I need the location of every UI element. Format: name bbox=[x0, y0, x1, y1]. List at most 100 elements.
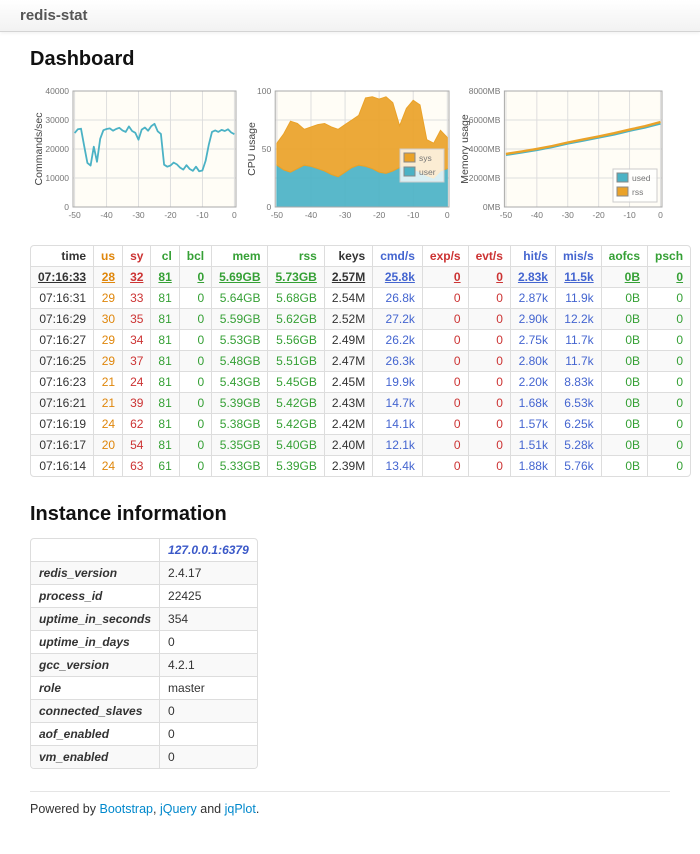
footer-link-jqplot[interactable]: jqPlot bbox=[224, 802, 256, 816]
stats-cell: 2.57M bbox=[323, 266, 373, 287]
stats-cell: 0 bbox=[178, 371, 212, 392]
svg-text:-40: -40 bbox=[100, 210, 113, 220]
stats-col-header-miss: mis/s bbox=[554, 246, 601, 266]
stats-cell: 5.33GB bbox=[211, 455, 268, 476]
stats-cell: 5.56GB bbox=[267, 329, 324, 350]
stats-cell: 07:16:33 bbox=[31, 266, 94, 287]
svg-text:8000MB: 8000MB bbox=[469, 86, 501, 96]
stats-cell: 0 bbox=[421, 392, 468, 413]
stats-cell: 5.62GB bbox=[267, 308, 324, 329]
svg-text:2000MB: 2000MB bbox=[469, 173, 501, 183]
stats-row: 07:16:23 21 24 81 0 5.43GB 5.45GB 2.45M 19.9k 0 0 2… bbox=[31, 371, 691, 392]
stats-cell: 20 bbox=[93, 434, 123, 455]
stats-cell: 0 bbox=[467, 266, 510, 287]
svg-text:Commands/sec: Commands/sec bbox=[33, 113, 45, 186]
stats-cell: 13.4k bbox=[372, 455, 422, 476]
stats-cell: 0 bbox=[467, 350, 510, 371]
stats-cell: 0 bbox=[467, 392, 510, 413]
instance-row: vm_enabled 0 bbox=[31, 745, 257, 768]
footer-link-jquery[interactable]: jQuery bbox=[159, 802, 197, 816]
stats-cell: 0B bbox=[600, 455, 648, 476]
stats-cell: 30 bbox=[93, 308, 123, 329]
stats-col-header-aofcs: aofcs bbox=[600, 246, 647, 266]
stats-cell: 54 bbox=[122, 434, 151, 455]
stats-cell: 27.2k bbox=[372, 308, 422, 329]
svg-text:-30: -30 bbox=[562, 210, 575, 220]
stats-cell: 07:16:29 bbox=[31, 308, 94, 329]
stats-cell: 0B bbox=[600, 434, 648, 455]
instance-row: uptime_in_seconds 354 bbox=[31, 607, 257, 630]
instance-value: 0 bbox=[159, 699, 257, 722]
instance-value: 4.2.1 bbox=[159, 653, 257, 676]
stats-col-header-mem: mem bbox=[211, 246, 267, 266]
stats-cell: 0 bbox=[647, 455, 691, 476]
stats-cell: 0B bbox=[600, 329, 648, 350]
svg-text:-20: -20 bbox=[373, 210, 386, 220]
instance-key: gcc_version bbox=[31, 653, 160, 676]
stats-cell: 0 bbox=[647, 413, 691, 434]
stats-cell: 07:16:21 bbox=[31, 392, 94, 413]
stats-col-header-sy: sy bbox=[122, 246, 150, 266]
stats-cell: 0 bbox=[421, 455, 468, 476]
stats-cell: 2.90k bbox=[509, 308, 555, 329]
footer-sep: and bbox=[196, 802, 225, 816]
svg-text:CPU usage: CPU usage bbox=[246, 122, 258, 176]
stats-cell: 0B bbox=[600, 350, 648, 371]
instance-host-link[interactable]: 127.0.0.1:6379 bbox=[159, 539, 257, 561]
stats-cell: 5.39GB bbox=[267, 455, 324, 476]
memory-usage-chart: 0MB 2000MB 4000MB 6000MB 8000MB -50 -40 -30 -20 -… bbox=[459, 86, 663, 220]
svg-text:50: 50 bbox=[262, 144, 272, 154]
stats-cell: 26.2k bbox=[372, 329, 422, 350]
footer-link-bootstrap[interactable]: Bootstrap bbox=[99, 802, 153, 816]
stats-cell: 39 bbox=[122, 392, 151, 413]
stats-cell: 5.48GB bbox=[211, 350, 268, 371]
stats-col-header-psch: psch bbox=[647, 246, 690, 266]
stats-cell: 37 bbox=[122, 350, 151, 371]
stats-cell: 81 bbox=[150, 287, 179, 308]
svg-text:4000MB: 4000MB bbox=[469, 144, 501, 154]
stats-cell: 21 bbox=[93, 371, 123, 392]
stats-cell: 2.75k bbox=[509, 329, 555, 350]
stats-cell: 5.64GB bbox=[211, 287, 268, 308]
stats-cell: 62 bbox=[122, 413, 151, 434]
page-container: Dashboard 0 10000 20000 30000 40000 -50 -40 -30… bbox=[0, 32, 700, 854]
stats-cell: 12.2k bbox=[554, 308, 601, 329]
stats-cell: 81 bbox=[150, 308, 179, 329]
stats-cell: 0 bbox=[467, 287, 510, 308]
svg-text:-20: -20 bbox=[593, 210, 606, 220]
footer: Powered by Bootstrap, jQuery and jqPlot. bbox=[30, 802, 670, 834]
stats-cell: 0 bbox=[421, 308, 468, 329]
stats-row: 07:16:25 29 37 81 0 5.48GB 5.51GB 2.47M 26.3k 0 0 2… bbox=[31, 350, 691, 371]
app-brand-link[interactable]: redis-stat bbox=[20, 7, 88, 24]
stats-col-header-time: time bbox=[61, 249, 87, 263]
instance-key: vm_enabled bbox=[31, 745, 160, 768]
svg-text:6000MB: 6000MB bbox=[469, 115, 501, 125]
stats-cell: 5.43GB bbox=[211, 371, 268, 392]
stats-cell: 5.53GB bbox=[211, 329, 268, 350]
stats-cell: 0 bbox=[178, 308, 212, 329]
svg-text:user: user bbox=[419, 167, 436, 177]
stats-cell: 0 bbox=[647, 329, 691, 350]
stats-cell: 2.87k bbox=[509, 287, 555, 308]
stats-cell: 5.39GB bbox=[211, 392, 268, 413]
stats-cell: 2.20k bbox=[509, 371, 555, 392]
stats-cell: 07:16:23 bbox=[31, 371, 94, 392]
stats-cell: 81 bbox=[150, 371, 179, 392]
stats-cell: 5.69GB bbox=[211, 266, 268, 287]
svg-text:40000: 40000 bbox=[45, 86, 69, 96]
stats-cell: 24 bbox=[93, 455, 123, 476]
svg-text:0: 0 bbox=[266, 202, 271, 212]
stats-table-body: 07:16:33 28 32 81 0 5.69GB 5.73GB 2.57M 25.8k 0 0 2… bbox=[31, 266, 691, 476]
stats-cell: 2.49M bbox=[323, 329, 373, 350]
stats-cell: 21 bbox=[93, 392, 123, 413]
stats-cell: 6.25k bbox=[554, 413, 601, 434]
svg-text:used: used bbox=[632, 173, 651, 183]
instance-key: uptime_in_seconds bbox=[31, 607, 160, 630]
stats-cell: 0 bbox=[647, 434, 691, 455]
svg-text:-30: -30 bbox=[339, 210, 352, 220]
svg-text:0: 0 bbox=[232, 210, 237, 220]
svg-text:Memory usage: Memory usage bbox=[459, 114, 471, 184]
stats-cell: 0 bbox=[467, 434, 510, 455]
stats-cell: 0 bbox=[421, 413, 468, 434]
instance-table-body: redis_version 2.4.17 process_id 22425 uptime… bbox=[31, 561, 257, 768]
